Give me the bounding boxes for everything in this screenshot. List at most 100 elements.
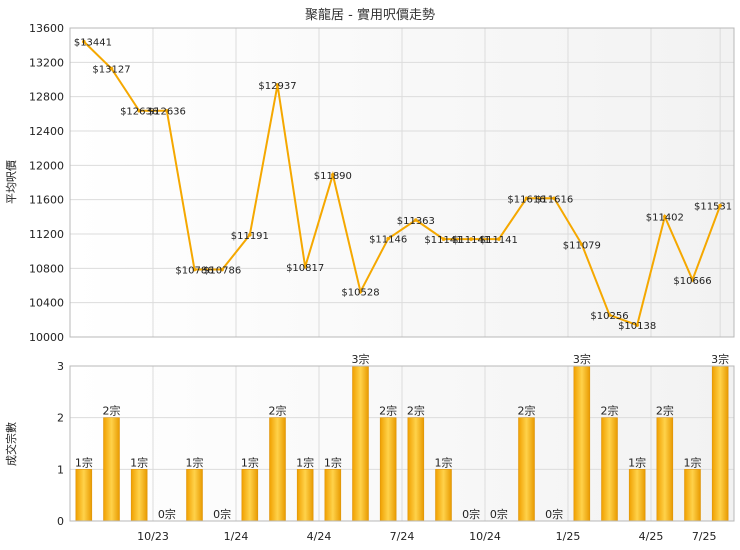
count-bar-label: 2宗 xyxy=(269,404,287,418)
price-y-tick-label: 12000 xyxy=(29,159,64,172)
count-bar-label: 0宗 xyxy=(213,507,231,521)
price-data-label: $10786 xyxy=(203,266,241,277)
price-data-label: $11141 xyxy=(424,235,462,246)
count-bar xyxy=(186,469,203,522)
count-bar-labels: 1宗 2宗 1宗 0宗 1宗 0宗 1宗 2宗 1宗 1宗 3宗 2宗 2宗 1宗 0宗 0宗 2宗 0宗 3宗 2宗… xyxy=(75,352,729,521)
price-data-label: $10666 xyxy=(673,276,711,287)
price-point xyxy=(192,267,197,272)
price-y-ticks: 10000 10400 10800 11200 11600 12000 12400 12800… xyxy=(29,22,64,344)
count-bar-label: 0宗 xyxy=(490,507,508,521)
count-bar-label: 1宗 xyxy=(296,455,314,469)
price-y-tick-label: 10000 xyxy=(29,331,64,344)
x-tick-label: 1/25 xyxy=(556,530,581,543)
price-data-label: $11616 xyxy=(535,194,573,205)
count-bar xyxy=(656,417,674,522)
count-bar-label: 1宗 xyxy=(684,455,702,469)
count-y-tick-label: 0 xyxy=(57,515,64,528)
x-tick-label: 10/24 xyxy=(469,530,501,543)
price-y-axis-label: 平均呎價 xyxy=(4,160,18,204)
price-y-tick-label: 10400 xyxy=(29,297,64,310)
price-y-tick-label: 11600 xyxy=(29,194,64,207)
count-bar-label: 2宗 xyxy=(103,404,121,418)
price-data-label: $13441 xyxy=(74,38,112,49)
count-bar-label: 0宗 xyxy=(545,507,563,521)
count-bar xyxy=(75,469,93,522)
count-bar xyxy=(130,469,148,522)
count-y-tick-label: 1 xyxy=(57,463,64,476)
count-bar-label: 3宗 xyxy=(352,352,370,366)
price-point xyxy=(524,196,529,201)
count-bar xyxy=(711,365,729,522)
count-bar-label: 1宗 xyxy=(324,455,342,469)
count-bar-label: 0宗 xyxy=(158,507,176,521)
x-tick-label: 1/24 xyxy=(224,530,249,543)
price-data-label: $11079 xyxy=(563,240,601,251)
count-bar xyxy=(379,417,397,522)
count-bar xyxy=(684,469,701,522)
x-tick-label: 10/23 xyxy=(137,530,169,543)
count-bar-label: 2宗 xyxy=(656,404,674,418)
count-bar-label: 3宗 xyxy=(711,352,729,366)
price-point xyxy=(331,172,335,177)
price-data-label: $10817 xyxy=(286,263,324,274)
count-bar-label: 2宗 xyxy=(407,404,425,418)
count-bar-label: 2宗 xyxy=(601,404,619,418)
price-data-label: $12636 xyxy=(120,107,158,118)
count-bar xyxy=(601,417,618,522)
count-bar-label: 1宗 xyxy=(628,455,646,469)
count-bar xyxy=(269,417,286,522)
price-data-label: $10786 xyxy=(175,266,213,277)
price-data-label: $10528 xyxy=(341,288,379,299)
count-bar xyxy=(324,469,342,522)
count-bar-label: 1宗 xyxy=(241,455,259,469)
count-y-tick-label: 3 xyxy=(57,360,64,373)
x-tick-labels: 10/23 1/24 4/24 7/24 10/24 1/25 4/25 7/25 xyxy=(137,530,716,543)
price-series-line xyxy=(83,40,722,327)
price-y-tick-label: 13200 xyxy=(29,56,64,69)
price-data-label: $12636 xyxy=(148,107,186,118)
price-point xyxy=(441,237,446,241)
price-data-labels: $13441 $13127 $12636$12636 $10786$10786 $111… xyxy=(74,38,732,333)
x-tick-label: 4/25 xyxy=(639,530,664,543)
x-tick-label: 4/24 xyxy=(307,530,332,543)
price-data-label: $10256 xyxy=(590,311,628,322)
price-data-label: $11146 xyxy=(369,235,407,246)
price-point xyxy=(303,265,307,269)
price-point xyxy=(386,236,390,241)
price-y-tick-label: 11200 xyxy=(29,228,64,241)
price-point xyxy=(165,108,169,113)
price-point xyxy=(663,214,667,219)
price-point xyxy=(580,242,584,247)
price-point xyxy=(109,66,114,71)
count-bar-label: 3宗 xyxy=(573,352,591,366)
count-bar-label: 1宗 xyxy=(435,455,453,469)
price-data-label: $12937 xyxy=(258,81,296,92)
price-plot-frame xyxy=(69,27,735,338)
price-point xyxy=(82,39,86,44)
count-bar-label: 0宗 xyxy=(462,507,480,521)
count-bar xyxy=(518,417,535,522)
chart-title: 聚龍居 - 實用呎價走勢 xyxy=(305,7,435,23)
count-y-ticks: 0 1 2 3 xyxy=(57,360,64,528)
x-tick-label: 7/25 xyxy=(692,530,717,543)
price-point xyxy=(137,108,141,113)
price-point xyxy=(497,237,501,241)
x-tick-label: 7/24 xyxy=(390,530,415,543)
price-points xyxy=(82,39,722,327)
count-bar xyxy=(352,365,369,522)
count-bar xyxy=(296,469,314,522)
price-y-tick-label: 10800 xyxy=(29,262,64,275)
price-point xyxy=(414,218,418,222)
count-bar xyxy=(435,469,452,522)
count-bar xyxy=(628,469,646,522)
count-bar xyxy=(407,417,425,522)
count-y-axis-label: 成交宗數 xyxy=(4,422,18,466)
price-point xyxy=(248,232,252,237)
count-bar-label: 1宗 xyxy=(130,455,148,469)
count-bar-label: 1宗 xyxy=(186,455,204,469)
price-point xyxy=(469,237,473,241)
price-data-label: $11616 xyxy=(507,194,545,205)
price-data-label: $11531 xyxy=(694,202,732,213)
price-point xyxy=(718,203,722,208)
